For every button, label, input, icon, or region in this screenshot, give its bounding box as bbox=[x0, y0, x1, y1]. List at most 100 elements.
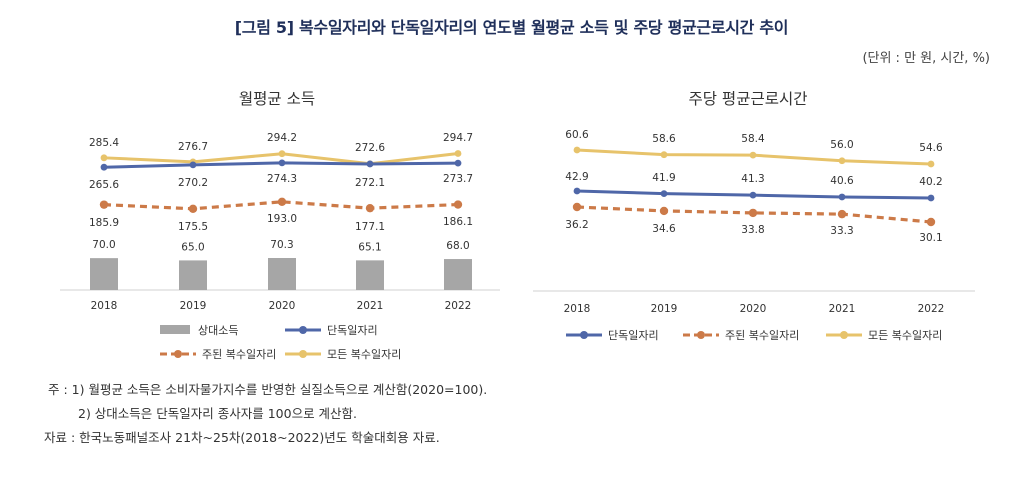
legend-swatch-marker bbox=[840, 331, 848, 339]
chart1-all-multi-point bbox=[454, 150, 462, 157]
chart1-data-label: 274.3 bbox=[267, 173, 297, 185]
chart1-data-label: 175.5 bbox=[178, 221, 208, 233]
source-note: 자료 : 한국노동패널조사 21차~25차(2018~2022)년도 학술대회용… bbox=[44, 430, 440, 445]
legend-label: 단독일자리 bbox=[327, 323, 378, 337]
chart1-bar-label: 70.3 bbox=[270, 239, 293, 251]
chart1-data-label: 294.2 bbox=[267, 132, 297, 144]
chart1-main-multi-point bbox=[365, 203, 375, 213]
legend-label: 주된 복수일자리 bbox=[202, 347, 276, 361]
chart1-data-label: 276.7 bbox=[178, 141, 208, 153]
chart2-single-point bbox=[573, 187, 581, 195]
chart1-bar-label: 68.0 bbox=[446, 240, 469, 252]
chart1-x-tick-label: 2018 bbox=[91, 300, 118, 312]
chart1-bar-label: 65.0 bbox=[181, 241, 204, 253]
chart2-data-label: 34.6 bbox=[652, 223, 676, 235]
chart1-single-point bbox=[278, 159, 286, 167]
note-1: 주 : 1) 월평균 소득은 소비자물가지수를 반영한 실질소득으로 계산함(2… bbox=[48, 382, 488, 397]
chart2-all-multi-point bbox=[573, 146, 581, 154]
chart1-data-label: 270.2 bbox=[178, 177, 208, 189]
chart1-x-tick-label: 2022 bbox=[445, 300, 472, 312]
chart2-data-label: 42.9 bbox=[565, 171, 588, 183]
chart1-title: 월평균 소득 bbox=[239, 90, 315, 108]
legend-label: 주된 복수일자리 bbox=[725, 328, 799, 342]
chart1-data-label: 294.7 bbox=[443, 132, 473, 144]
chart2-data-label: 40.6 bbox=[830, 175, 854, 187]
legend-label: 상대소득 bbox=[198, 324, 238, 337]
chart1-data-label: 193.0 bbox=[267, 213, 297, 225]
chart2-data-label: 58.4 bbox=[741, 133, 765, 145]
legend-swatch-bar bbox=[160, 325, 190, 334]
chart2-single-point bbox=[838, 193, 846, 201]
chart2-main-multi-point bbox=[572, 202, 582, 212]
chart1-bar bbox=[268, 258, 296, 290]
chart2-single-point bbox=[927, 194, 935, 202]
chart2-data-label: 41.9 bbox=[652, 172, 675, 184]
unit-note: (단위 : 만 원, 시간, %) bbox=[862, 51, 990, 66]
chart1-bar bbox=[179, 260, 207, 290]
chart1-data-label: 265.6 bbox=[89, 179, 119, 191]
legend-label: 모든 복수일자리 bbox=[868, 328, 942, 342]
chart2-main-multi-point bbox=[659, 206, 669, 216]
chart2-data-label: 36.2 bbox=[565, 219, 588, 231]
chart1-x-tick-label: 2020 bbox=[269, 300, 296, 312]
legend-swatch-marker bbox=[174, 350, 182, 358]
chart2-title: 주당 평균근로시간 bbox=[688, 90, 807, 108]
chart2-all-multi-point bbox=[749, 151, 757, 159]
legend-swatch-marker bbox=[580, 331, 588, 339]
legend-swatch-marker bbox=[299, 326, 307, 334]
chart2-data-label: 41.3 bbox=[741, 173, 764, 185]
chart1-main-multi-point bbox=[453, 200, 463, 209]
chart1-data-label: 185.9 bbox=[89, 217, 119, 229]
chart2-all-multi-point bbox=[927, 160, 935, 168]
legend-label: 단독일자리 bbox=[608, 328, 659, 342]
chart1-single-point bbox=[366, 160, 374, 168]
legend-label: 모든 복수일자리 bbox=[327, 347, 401, 361]
chart1-data-label: 285.4 bbox=[89, 137, 119, 149]
chart1-data-label: 177.1 bbox=[355, 221, 385, 233]
chart2-single-point bbox=[660, 190, 668, 197]
chart1-main-multi-point bbox=[277, 197, 287, 206]
chart2-data-label: 54.6 bbox=[919, 142, 943, 154]
chart1-data-label: 273.7 bbox=[443, 173, 473, 185]
legend-swatch-marker bbox=[299, 350, 307, 358]
chart1-single-point bbox=[100, 163, 108, 171]
chart1-bar-label: 65.1 bbox=[358, 241, 381, 253]
chart2-data-label: 30.1 bbox=[919, 232, 942, 244]
chart2-x-tick-label: 2021 bbox=[829, 303, 856, 315]
legend-swatch-marker bbox=[697, 331, 705, 339]
chart2-main-multi-point bbox=[837, 209, 847, 219]
chart2-x-tick-label: 2019 bbox=[651, 303, 678, 315]
chart1-bar bbox=[356, 260, 384, 290]
chart2-x-tick-label: 2020 bbox=[740, 303, 767, 315]
note-2: 2) 상대소득은 단독일자리 종사자를 100으로 계산함. bbox=[78, 406, 358, 421]
chart1-data-label: 186.1 bbox=[443, 216, 473, 228]
chart1-single-point bbox=[189, 161, 197, 169]
chart2-data-label: 56.0 bbox=[830, 139, 853, 151]
chart2-x-tick-label: 2022 bbox=[918, 303, 945, 315]
chart2-data-label: 40.2 bbox=[919, 176, 942, 188]
chart1-bar-label: 70.0 bbox=[92, 239, 115, 251]
chart1-bar bbox=[444, 259, 472, 290]
chart1-main-multi-point bbox=[188, 204, 198, 213]
chart2-x-tick-label: 2018 bbox=[564, 303, 591, 315]
chart1-all-multi-point bbox=[278, 150, 286, 158]
chart1-x-tick-label: 2021 bbox=[357, 300, 384, 312]
chart1-main-multi-point bbox=[99, 200, 109, 209]
chart2-all-multi-point bbox=[660, 151, 668, 159]
chart2-all-multi-point bbox=[838, 157, 846, 165]
chart2-data-label: 60.6 bbox=[565, 129, 589, 141]
footnotes: 주 : 1) 월평균 소득은 소비자물가지수를 반영한 실질소득으로 계산함(2… bbox=[44, 378, 488, 450]
chart1-data-label: 272.6 bbox=[355, 142, 385, 154]
chart2-main-multi-point bbox=[748, 208, 758, 218]
chart2-data-label: 33.8 bbox=[741, 224, 764, 236]
chart1-bar bbox=[90, 258, 118, 290]
chart1-data-label: 272.1 bbox=[355, 177, 385, 189]
chart1-single-point bbox=[454, 159, 462, 167]
figure-title: [그림 5] 복수일자리와 단독일자리의 연도별 월평균 소득 및 주당 평균근… bbox=[234, 18, 789, 37]
chart2-data-label: 33.3 bbox=[830, 225, 853, 237]
chart2-data-label: 58.6 bbox=[652, 133, 676, 145]
chart2-main-multi-point bbox=[926, 217, 936, 227]
chart1-x-tick-label: 2019 bbox=[180, 300, 207, 312]
chart2-main-multi-line bbox=[576, 205, 932, 224]
